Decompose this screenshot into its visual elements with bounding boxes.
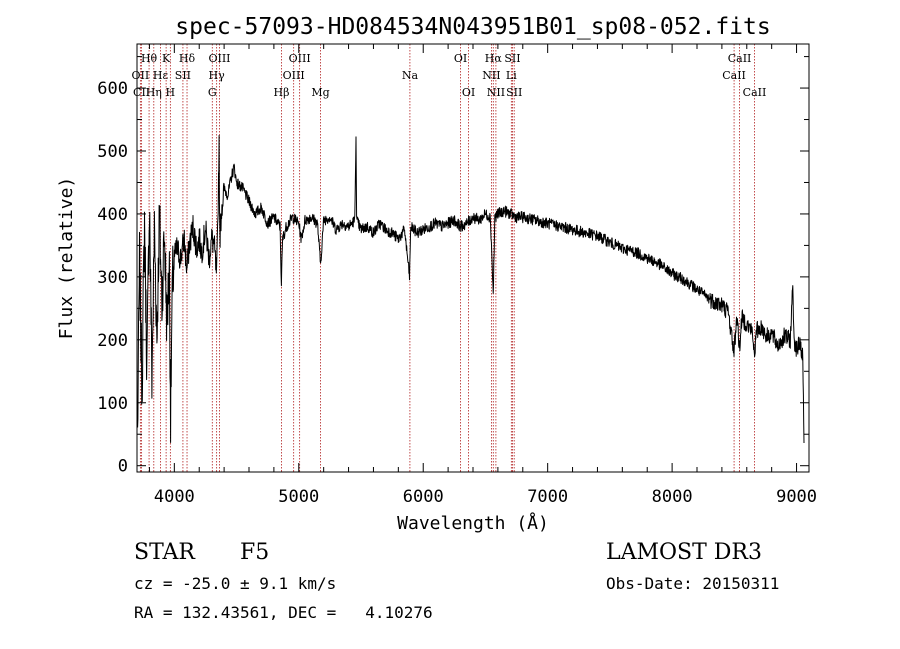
y-tick-label: 200: [97, 331, 128, 351]
survey-name: LAMOST DR3: [606, 540, 762, 565]
line-marker-label: OI: [454, 52, 467, 65]
line-marker-label: SII: [504, 52, 520, 65]
y-tick-label: 0: [118, 457, 128, 477]
line-marker-label: SII: [506, 86, 522, 99]
line-marker-label: Hε: [153, 69, 169, 82]
redshift-value: cz = -25.0 ± 9.1 km/s: [134, 574, 337, 593]
x-tick-label: 4000: [154, 487, 195, 507]
x-tick-label: 5000: [278, 487, 319, 507]
line-marker-label: Li: [506, 69, 517, 82]
line-marker-label: Hα: [485, 52, 503, 65]
line-marker-label: OIII: [208, 52, 230, 65]
line-marker-label: OII: [132, 69, 150, 82]
line-marker-label: H: [166, 86, 176, 99]
plot-frame: [136, 43, 810, 473]
y-tick-label: 600: [97, 79, 128, 99]
line-marker-label: G: [208, 86, 217, 99]
y-tick-label: 300: [97, 268, 128, 288]
x-tick-label: 9000: [776, 487, 817, 507]
line-marker-label: SII: [175, 69, 191, 82]
line-marker-label: Na: [402, 69, 419, 82]
object-subclass: F5: [240, 540, 270, 565]
line-marker-label: Hη: [146, 86, 162, 99]
line-marker-label: OIII: [289, 52, 311, 65]
line-marker-label: OIII: [283, 69, 305, 82]
line-marker-label: CaII: [743, 86, 767, 99]
line-marker-label: NII: [482, 69, 500, 82]
spectrum-series: [137, 135, 805, 444]
line-marker-label: Mg: [311, 86, 329, 99]
x-tick-label: 7000: [527, 487, 568, 507]
line-marker-label: Hγ: [209, 69, 226, 82]
y-tick-label: 500: [97, 142, 128, 162]
line-marker-label: K: [162, 52, 171, 65]
y-axis-label: Flux (relative): [56, 177, 77, 340]
line-markers: [139, 44, 755, 472]
chart-title: spec-57093-HD084534N043951B01_sp08-052.f…: [175, 14, 770, 40]
x-axis: 4000 5000 6000 7000 8000 9000: [148, 44, 817, 507]
x-tick-label: 8000: [652, 487, 693, 507]
line-marker-label: Hβ: [274, 86, 290, 99]
observation-date: Obs-Date: 20150311: [606, 574, 780, 593]
line-marker-label: OI: [462, 86, 475, 99]
x-tick-label: 6000: [403, 487, 444, 507]
x-axis-label: Wavelength (Å): [397, 512, 549, 534]
line-marker-label: NII: [487, 86, 505, 99]
line-marker-label: Hθ: [141, 52, 158, 65]
coordinates: RA = 132.43561, DEC = 4.10276: [134, 603, 433, 622]
y-axis: 0 100 200 300 400 500 600: [97, 56, 809, 477]
y-tick-label: 400: [97, 205, 128, 225]
line-marker-label: Hδ: [179, 52, 196, 65]
object-class: STAR: [134, 540, 195, 565]
line-marker-label: CaII: [728, 52, 752, 65]
y-tick-label: 100: [97, 394, 128, 414]
line-marker-label: CaII: [722, 69, 746, 82]
spectrum-line: [137, 135, 805, 444]
